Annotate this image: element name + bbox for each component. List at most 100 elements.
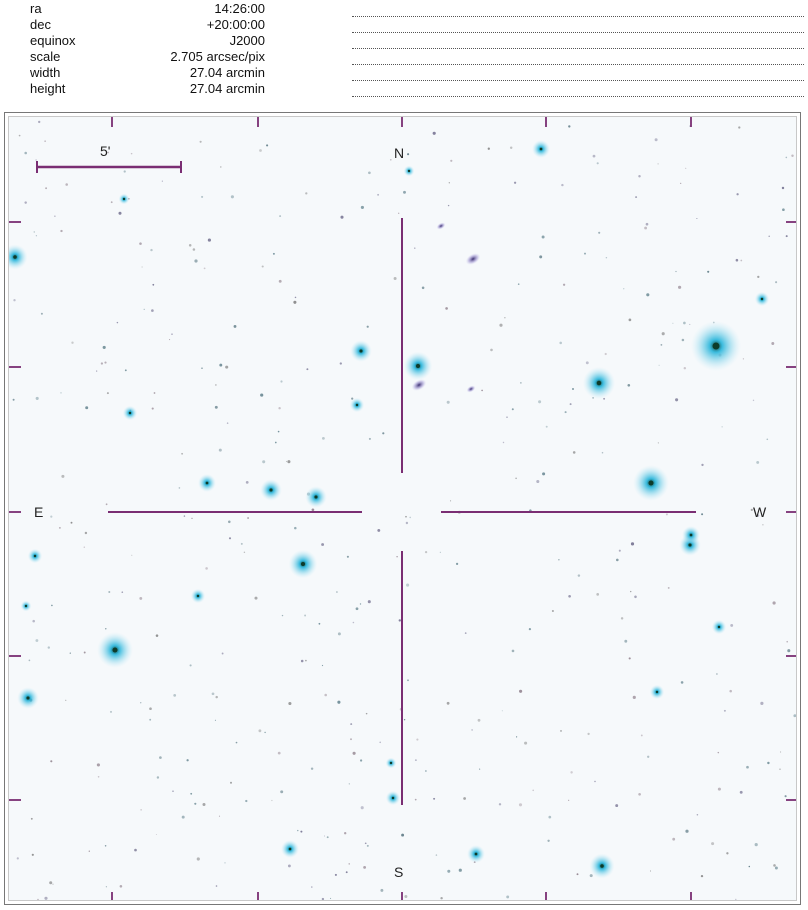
faint-star: [96, 763, 100, 767]
faint-star: [205, 567, 208, 570]
faint-star: [215, 384, 217, 386]
faint-star: [735, 258, 739, 262]
galaxy: [465, 253, 481, 265]
faint-star: [351, 397, 354, 400]
faint-star: [445, 307, 448, 310]
faint-star: [446, 400, 450, 404]
faint-star: [272, 252, 275, 255]
faint-star: [425, 770, 427, 772]
faint-star: [657, 163, 659, 165]
faint-star: [18, 134, 21, 137]
faint-star: [108, 590, 111, 594]
faint-star: [748, 865, 751, 868]
faint-star: [518, 803, 523, 807]
faint-star: [326, 836, 329, 839]
faint-star: [348, 783, 350, 785]
faint-star: [409, 516, 412, 519]
faint-star: [228, 537, 232, 540]
faint-star: [224, 862, 226, 864]
faint-star: [100, 362, 104, 365]
faint-star: [44, 896, 48, 900]
galaxy: [411, 379, 427, 391]
faint-star: [681, 338, 685, 342]
faint-star: [405, 521, 409, 525]
faint-star: [61, 474, 65, 478]
faint-star: [109, 710, 113, 713]
faint-star: [541, 235, 545, 239]
faint-star: [701, 463, 704, 467]
bright-star-core: [33, 554, 37, 558]
faint-star: [367, 600, 371, 604]
faint-star: [287, 460, 291, 464]
faint-star: [110, 201, 113, 204]
faint-star: [152, 283, 155, 286]
faint-star: [638, 175, 641, 178]
param-value: 2.705 arcsec/pix: [170, 49, 265, 64]
faint-star: [188, 244, 192, 247]
faint-star: [672, 322, 674, 324]
faint-star: [155, 634, 159, 637]
faint-star: [545, 425, 548, 428]
faint-star: [596, 593, 600, 596]
faint-star: [773, 864, 776, 867]
faint-star: [311, 886, 313, 888]
faint-star: [364, 842, 367, 845]
faint-star: [421, 286, 425, 290]
faint-star: [623, 288, 625, 290]
faint-star: [398, 619, 402, 622]
faint-star: [203, 267, 206, 270]
faint-star: [624, 639, 628, 643]
faint-star: [768, 235, 770, 237]
faint-star: [414, 759, 417, 762]
faint-star: [88, 850, 90, 852]
faint-star: [717, 787, 721, 791]
faint-star: [259, 149, 262, 152]
faint-star: [661, 332, 665, 336]
faint-star: [35, 159, 37, 161]
faint-star: [632, 695, 636, 699]
faint-star: [562, 283, 566, 286]
faint-star: [524, 741, 528, 745]
faint-star: [38, 120, 41, 124]
faint-star: [60, 392, 62, 394]
faint-star: [304, 614, 307, 617]
faint-star: [352, 621, 355, 624]
faint-star: [334, 873, 337, 876]
field-parameters-table: ra 14:26:00 dec +20:00:00 equinox J2000 …: [30, 1, 804, 97]
faint-star: [97, 776, 100, 778]
faint-star: [740, 259, 743, 262]
faint-star: [615, 558, 619, 562]
faint-star: [707, 270, 710, 273]
faint-star: [368, 171, 371, 175]
faint-star: [766, 438, 769, 441]
faint-star: [640, 734, 643, 737]
faint-star: [568, 799, 570, 801]
faint-star: [321, 664, 324, 667]
faint-stars: [12, 120, 796, 900]
faint-star: [601, 451, 604, 454]
bright-star-core: [13, 255, 17, 259]
faint-star: [83, 651, 86, 654]
faint-star: [12, 398, 15, 401]
faint-star: [214, 405, 218, 409]
dotted-fill-line: [352, 33, 804, 49]
faint-star: [463, 797, 466, 800]
faint-star: [785, 235, 788, 238]
faint-star: [539, 255, 543, 259]
faint-star: [105, 503, 108, 506]
faint-star: [649, 870, 652, 872]
faint-star: [243, 551, 246, 554]
faint-star: [258, 729, 262, 733]
bright-star-core: [600, 864, 604, 868]
faint-star: [450, 159, 453, 162]
faint-star: [149, 707, 152, 711]
faint-star: [194, 802, 197, 805]
faint-star: [404, 895, 408, 898]
faint-star: [742, 358, 745, 360]
faint-star: [60, 229, 63, 233]
bright-star-core: [416, 364, 420, 368]
bright-star-core: [128, 411, 132, 415]
faint-star: [199, 140, 202, 143]
faint-star: [54, 215, 56, 217]
faint-star: [214, 719, 216, 721]
